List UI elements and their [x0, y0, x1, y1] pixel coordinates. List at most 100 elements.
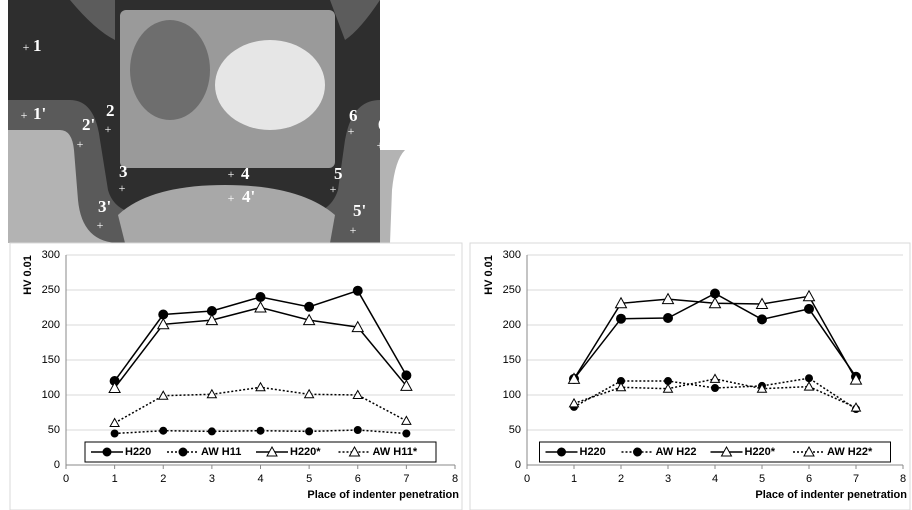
point — [351, 320, 365, 333]
chart-frame — [469, 242, 911, 510]
y-tick-label: 0 — [515, 459, 521, 471]
point — [804, 303, 814, 314]
y-tick-label: 200 — [42, 319, 60, 331]
series-line — [114, 386, 407, 424]
x-tick-label: 4 — [712, 473, 718, 485]
point — [802, 289, 816, 302]
y-tick-label: 100 — [503, 389, 521, 401]
legend-marker — [266, 445, 278, 457]
point — [401, 370, 412, 381]
x-axis-label: Place of indenter penetration — [755, 489, 907, 501]
point — [256, 426, 265, 435]
point — [711, 384, 719, 392]
photo-label: 4 — [241, 164, 250, 183]
photo-marker: + — [350, 223, 357, 237]
photo-marker: + — [228, 167, 235, 181]
point — [352, 285, 363, 296]
photo-label: 1 — [33, 36, 42, 55]
photo-shadow — [130, 20, 210, 120]
point — [158, 309, 169, 320]
photo-label: 7 — [427, 31, 436, 50]
point — [159, 426, 168, 435]
photo-marker: + — [97, 218, 104, 232]
point — [352, 389, 364, 399]
point — [109, 417, 120, 427]
photo-marker: + — [23, 40, 30, 54]
photo-label: 6' — [378, 115, 391, 134]
legend-marker — [178, 447, 188, 457]
point — [805, 374, 813, 383]
point — [709, 373, 721, 383]
photo-right-block — [380, 150, 405, 243]
x-tick-label: 6 — [806, 473, 812, 485]
photo-label: 2' — [82, 115, 95, 134]
y-axis-label: HV 0.01 — [483, 255, 495, 295]
legend-marker — [102, 447, 112, 457]
point — [156, 317, 170, 330]
x-tick-label: 2 — [160, 473, 166, 485]
point — [304, 301, 315, 312]
x-tick-label: 2 — [618, 473, 624, 485]
y-axis-label: HV 0.01 — [22, 255, 34, 295]
photo-bottom-block — [118, 185, 335, 243]
point — [400, 379, 413, 391]
y-tick-label: 50 — [509, 424, 521, 436]
legend-label: AW H11 — [201, 446, 241, 458]
photo-marker: + — [77, 137, 84, 151]
photo-left-block — [8, 130, 120, 243]
chart-frame — [9, 242, 463, 510]
photo-marker: + — [21, 108, 28, 122]
y-tick-label: 0 — [54, 459, 60, 471]
photo-edges — [70, 0, 380, 40]
legend-label: H220* — [290, 446, 321, 458]
x-tick-label: 3 — [665, 473, 671, 485]
point — [755, 297, 769, 309]
y-tick-label: 150 — [503, 354, 521, 366]
point — [302, 313, 316, 326]
photo-plate — [8, 100, 380, 243]
y-tick-label: 50 — [48, 424, 60, 436]
x-tick-label: 1 — [571, 473, 577, 485]
legend-marker — [348, 445, 361, 457]
x-tick-label: 7 — [403, 473, 409, 485]
point — [756, 383, 768, 393]
legend-marker — [803, 445, 815, 457]
y-tick-label: 250 — [503, 284, 521, 296]
x-tick-label: 0 — [63, 473, 69, 485]
photo-marker: + — [330, 182, 337, 196]
x-tick-label: 5 — [759, 473, 765, 485]
x-axis-label: Place of indenter penetration — [307, 489, 459, 501]
x-tick-label: 8 — [900, 473, 906, 485]
legend-label: H220 — [580, 446, 606, 458]
photo-marker: + — [377, 138, 384, 152]
photo-label: 3 — [119, 162, 128, 181]
x-tick-label: 5 — [306, 473, 312, 485]
photo-marker: + — [418, 102, 425, 116]
photo-label: 3' — [98, 197, 111, 216]
y-tick-label: 150 — [42, 354, 60, 366]
point — [402, 429, 411, 438]
point — [568, 397, 580, 408]
x-tick-label: 8 — [452, 473, 458, 485]
point — [567, 372, 581, 384]
point — [849, 373, 863, 385]
y-tick-label: 300 — [42, 249, 60, 261]
photo-marker: + — [228, 191, 235, 205]
legend-label: AW H22* — [827, 446, 873, 458]
photo-label: 7' — [428, 99, 441, 118]
legend-marker — [720, 445, 733, 457]
legend-label: AW H22 — [656, 446, 697, 458]
point — [803, 381, 815, 391]
point — [207, 427, 216, 436]
point — [157, 390, 169, 400]
legend-marker — [557, 447, 566, 457]
point — [850, 402, 862, 412]
photo-label: 6 — [349, 106, 358, 125]
point — [708, 296, 722, 309]
point — [108, 381, 121, 393]
point — [255, 381, 266, 392]
photo-marker: + — [415, 34, 422, 48]
point — [662, 383, 674, 393]
